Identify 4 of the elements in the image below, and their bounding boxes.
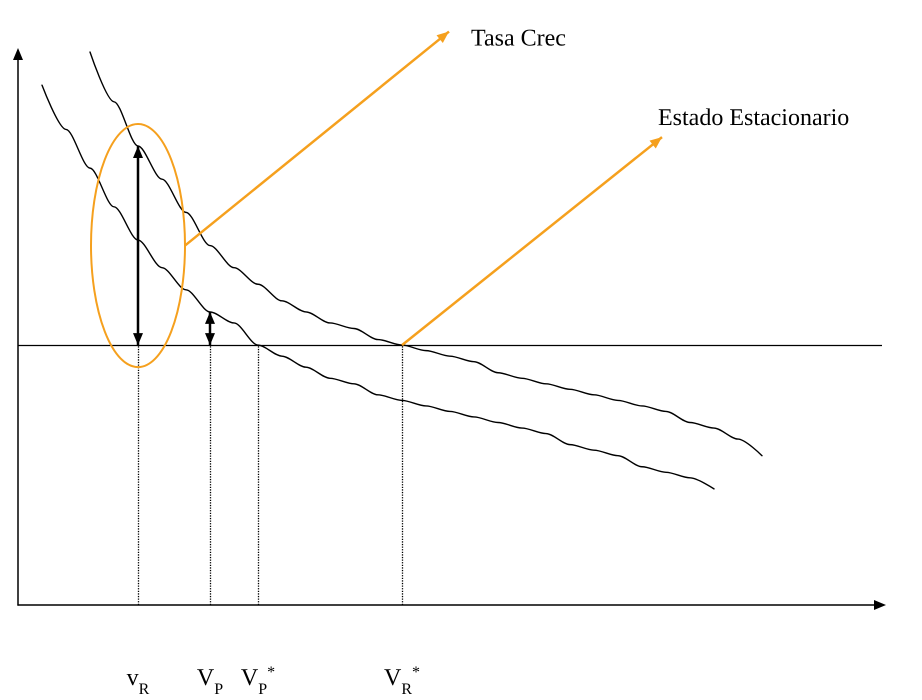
x-tick-label: V$_{P}$: [196, 665, 224, 698]
annotation: Estado Estacionario: [658, 105, 850, 132]
text: Tasa Crec: [471, 26, 566, 52]
x-tick-label: v$_{R}$: [126, 665, 150, 698]
